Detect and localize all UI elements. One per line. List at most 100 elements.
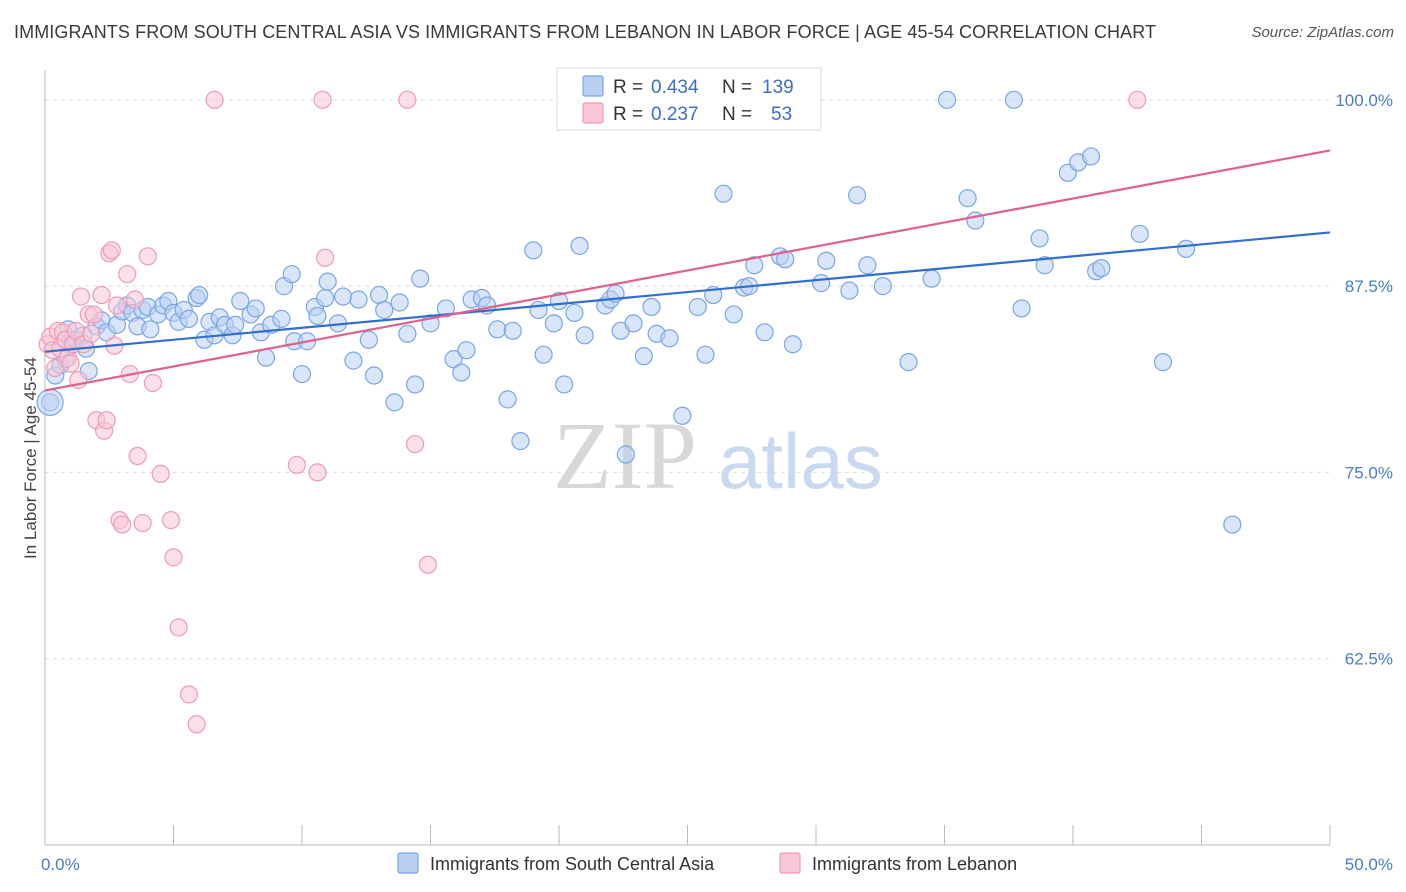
point-s0-74 xyxy=(488,320,507,339)
legend-n-value-1: 53 xyxy=(771,104,792,125)
bottom-legend-label-south-central-asia: Immigrants from South Central Asia xyxy=(430,854,715,874)
point-s1-44 xyxy=(313,90,332,109)
point-s1-49 xyxy=(1128,90,1147,109)
point-s1-28 xyxy=(118,265,137,284)
point-s1-48 xyxy=(418,555,438,574)
point-s0-65 xyxy=(411,269,430,288)
y-tick-label-0: 62.5% xyxy=(1345,650,1393,669)
point-s0-56 xyxy=(349,290,368,309)
point-s0-81 xyxy=(544,314,563,333)
y-tick-label-1: 75.0% xyxy=(1345,463,1393,482)
point-s0-119 xyxy=(958,189,977,208)
axes xyxy=(44,70,1331,846)
y-tick-label-2: 87.5% xyxy=(1345,277,1393,296)
point-s1-32 xyxy=(133,513,152,533)
point-s0-130 xyxy=(1130,224,1149,244)
point-s0-105 xyxy=(745,256,764,275)
trend-line-1 xyxy=(44,149,1331,392)
point-s0-67 xyxy=(436,299,456,318)
legend-n-label-1: N = xyxy=(722,104,752,125)
legend-n-label-0: N = xyxy=(722,77,752,98)
point-s0-83 xyxy=(555,375,574,394)
bottom-legend-swatch-south-central-asia xyxy=(397,852,419,874)
point-s0-96 xyxy=(660,329,679,348)
point-s0-91 xyxy=(616,445,635,464)
point-s1-34 xyxy=(143,373,163,393)
point-s0-108 xyxy=(776,250,795,269)
point-s0-98 xyxy=(688,297,707,317)
point-s0-84 xyxy=(565,303,584,323)
point-s1-21 xyxy=(97,411,116,430)
point-s0-68 xyxy=(444,350,463,369)
point-s0-99 xyxy=(696,345,715,364)
point-s0-58 xyxy=(364,366,384,385)
point-s0-109 xyxy=(783,335,802,354)
point-s1-25 xyxy=(107,296,127,315)
bottom-legend-label-lebanon: Immigrants from Lebanon xyxy=(812,854,1017,874)
point-s0-79 xyxy=(529,300,548,320)
point-s0-50 xyxy=(308,306,327,326)
point-s0-86 xyxy=(575,326,594,345)
point-s0-101 xyxy=(714,184,733,203)
watermark-atlas: atlas xyxy=(718,417,883,505)
point-s0-93 xyxy=(634,347,653,366)
x-tick-label-0: 0.0% xyxy=(41,855,80,874)
point-s0-132 xyxy=(1176,239,1196,258)
point-s0-63 xyxy=(398,324,417,343)
point-s0-114 xyxy=(858,256,877,275)
point-s1-43 xyxy=(308,463,327,482)
y-tick-labels: 62.5% 75.0% 87.5% 100.0% xyxy=(1335,91,1393,669)
point-s0-133 xyxy=(1223,515,1242,534)
point-s0-113 xyxy=(848,186,867,205)
grid xyxy=(45,99,1330,660)
y-axis-label: In Labor Force | Age 45-54 xyxy=(21,357,40,559)
point-s0-77 xyxy=(511,432,530,451)
legend-n-value-0: 139 xyxy=(762,77,794,98)
point-s0-61 xyxy=(385,393,404,412)
point-s0-57 xyxy=(359,330,378,349)
point-s0-52 xyxy=(318,272,337,291)
point-s0-29 xyxy=(190,285,209,305)
bottom-legend: Immigrants from South Central Asia Immig… xyxy=(397,852,1017,874)
point-s1-38 xyxy=(169,618,188,637)
point-s0-123 xyxy=(1030,229,1049,248)
y-tick-label-3: 100.0% xyxy=(1335,91,1393,110)
point-s1-45 xyxy=(316,248,335,267)
point-s1-42 xyxy=(287,455,306,475)
point-s0-118 xyxy=(937,90,957,109)
point-s1-30 xyxy=(125,290,145,309)
point-s1-19 xyxy=(92,285,111,305)
legend-r-label-0: R = xyxy=(613,77,643,98)
point-s0-41 xyxy=(256,348,276,367)
point-s0-78 xyxy=(524,241,543,260)
point-s0-27 xyxy=(179,309,199,328)
point-s0-51 xyxy=(316,288,335,308)
point-s0-36 xyxy=(226,315,245,334)
point-s0-106 xyxy=(755,323,774,342)
point-s0-39 xyxy=(246,299,265,318)
point-s0-69 xyxy=(452,363,471,382)
point-s0-124 xyxy=(1035,256,1054,275)
point-s1-13 xyxy=(71,287,91,306)
point-s1-47 xyxy=(405,434,425,454)
point-s1-41 xyxy=(205,90,224,109)
point-s1-40 xyxy=(187,715,206,734)
point-s0-70 xyxy=(457,341,476,360)
point-s1-33 xyxy=(138,247,157,266)
point-s0-54 xyxy=(334,287,353,306)
point-s1-23 xyxy=(102,241,121,260)
point-s1-36 xyxy=(161,510,181,530)
point-s0-116 xyxy=(899,353,918,372)
point-s0-60 xyxy=(375,300,394,320)
point-s0-131 xyxy=(1153,353,1173,372)
point-s0-127 xyxy=(1081,147,1101,166)
point-s0-102 xyxy=(724,305,743,324)
point-s0-76 xyxy=(503,321,522,340)
point-s0-122 xyxy=(1012,299,1031,318)
source-label: Source: ZipAtlas.com xyxy=(1251,24,1394,41)
bottom-legend-swatch-lebanon xyxy=(779,852,801,874)
watermark: ZIP atlas xyxy=(553,402,883,509)
point-s0-75 xyxy=(498,390,517,409)
point-s1-17 xyxy=(84,305,103,324)
